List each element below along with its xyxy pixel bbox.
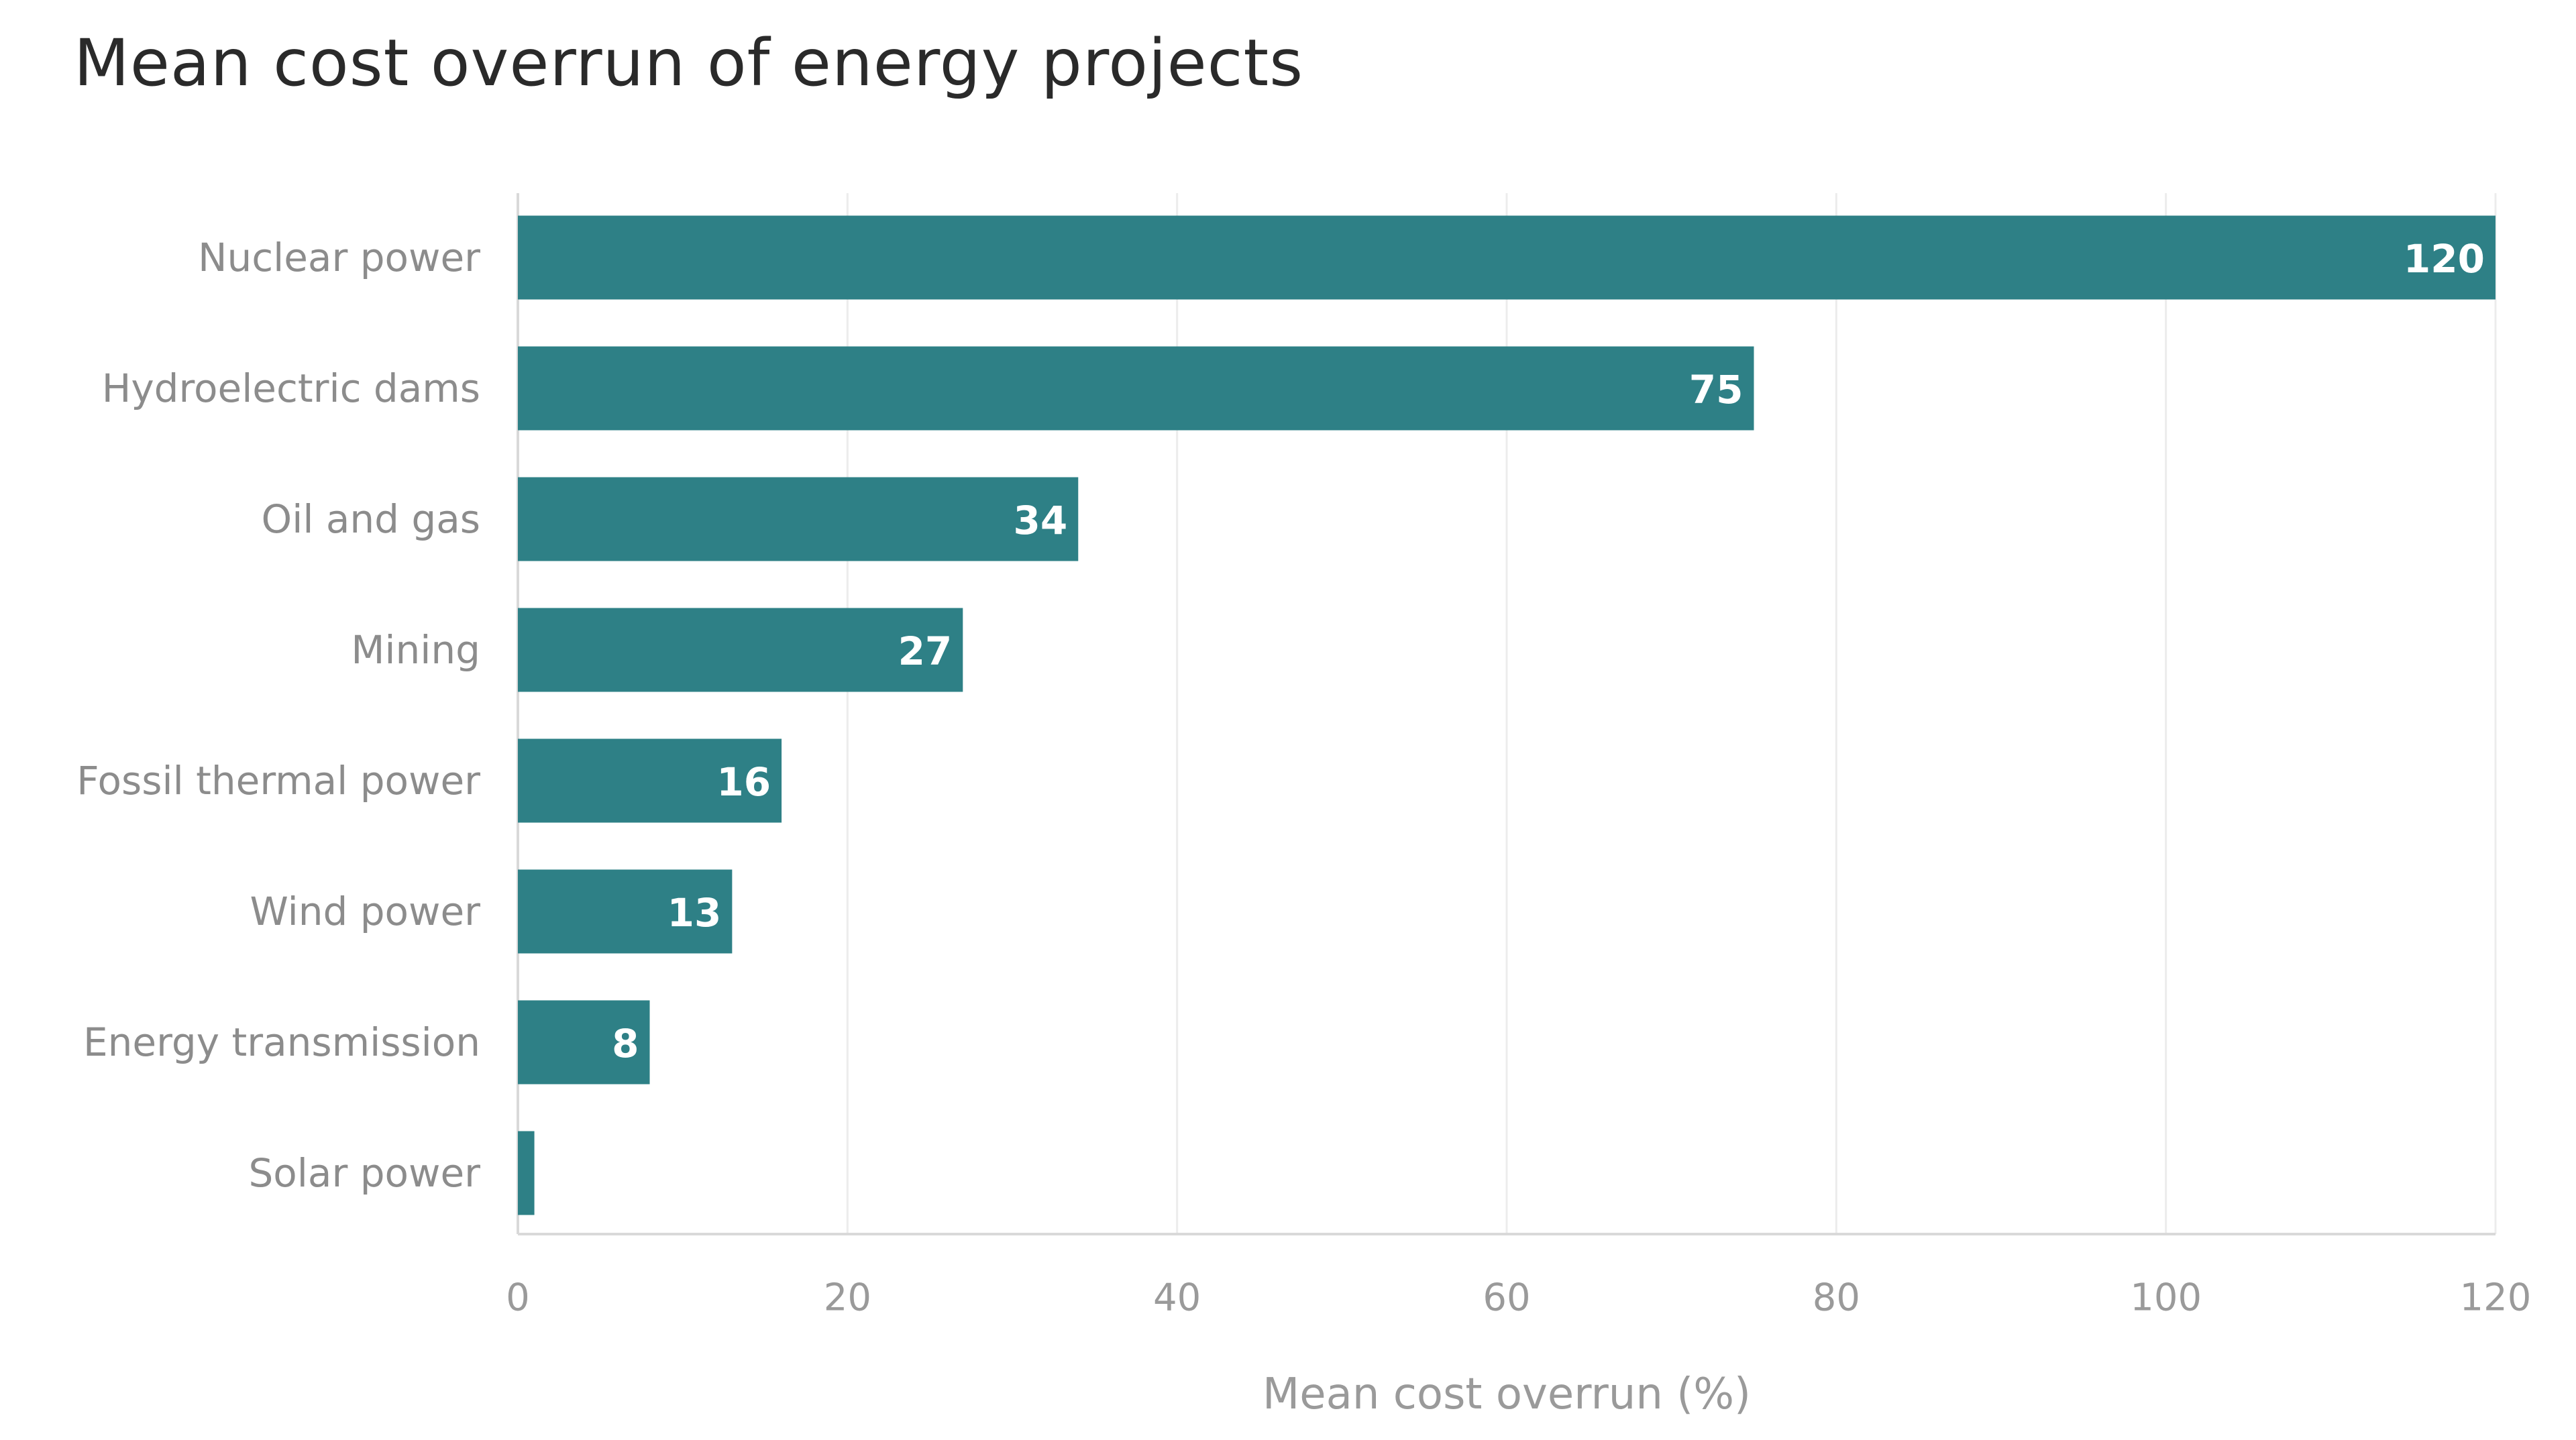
data-label-1: 75 (1689, 367, 1743, 412)
data-label-6: 8 (612, 1021, 639, 1066)
bar-3 (518, 608, 963, 692)
bars: 120 75 34 27 16 13 8 (518, 215, 2496, 1215)
x-tick-label-5: 100 (2130, 1276, 2202, 1320)
category-label-1: Hydroelectric dams (102, 366, 480, 411)
x-tick-label-6: 120 (2460, 1276, 2532, 1320)
bar-0 (518, 215, 2496, 300)
category-label-2: Oil and gas (262, 496, 480, 542)
x-tick-label-1: 20 (824, 1276, 871, 1320)
category-label-4: Fossil thermal power (76, 758, 480, 804)
category-labels: Nuclear power Hydroelectric dams Oil and g… (76, 235, 480, 1196)
category-label-3: Mining (351, 627, 480, 673)
bar-6 (518, 1000, 650, 1085)
data-label-3: 27 (898, 628, 953, 674)
category-label-5: Wind power (250, 889, 481, 934)
data-label-2: 34 (1014, 498, 1068, 543)
x-tick-label-2: 40 (1153, 1276, 1201, 1320)
data-label-0: 120 (2404, 236, 2485, 282)
category-label-6: Energy transmission (83, 1019, 480, 1065)
x-tick-labels: 0 20 40 60 80 100 120 (506, 1276, 2531, 1320)
bar-1 (518, 346, 1754, 431)
x-axis-title: Mean cost overrun (%) (1263, 1370, 1751, 1419)
data-label-5: 13 (667, 890, 722, 936)
x-tick-label-0: 0 (506, 1276, 530, 1320)
bar-5 (518, 869, 733, 954)
bar-4 (518, 738, 782, 823)
bar-2 (518, 477, 1079, 561)
category-label-7: Solar power (248, 1150, 480, 1196)
bar-7 (518, 1131, 535, 1215)
category-label-0: Nuclear power (198, 235, 480, 280)
x-tick-label-3: 60 (1483, 1276, 1530, 1320)
data-label-4: 16 (716, 759, 771, 805)
chart-title: Mean cost overrun of energy projects (74, 25, 1304, 101)
x-tick-label-4: 80 (1813, 1276, 1860, 1320)
